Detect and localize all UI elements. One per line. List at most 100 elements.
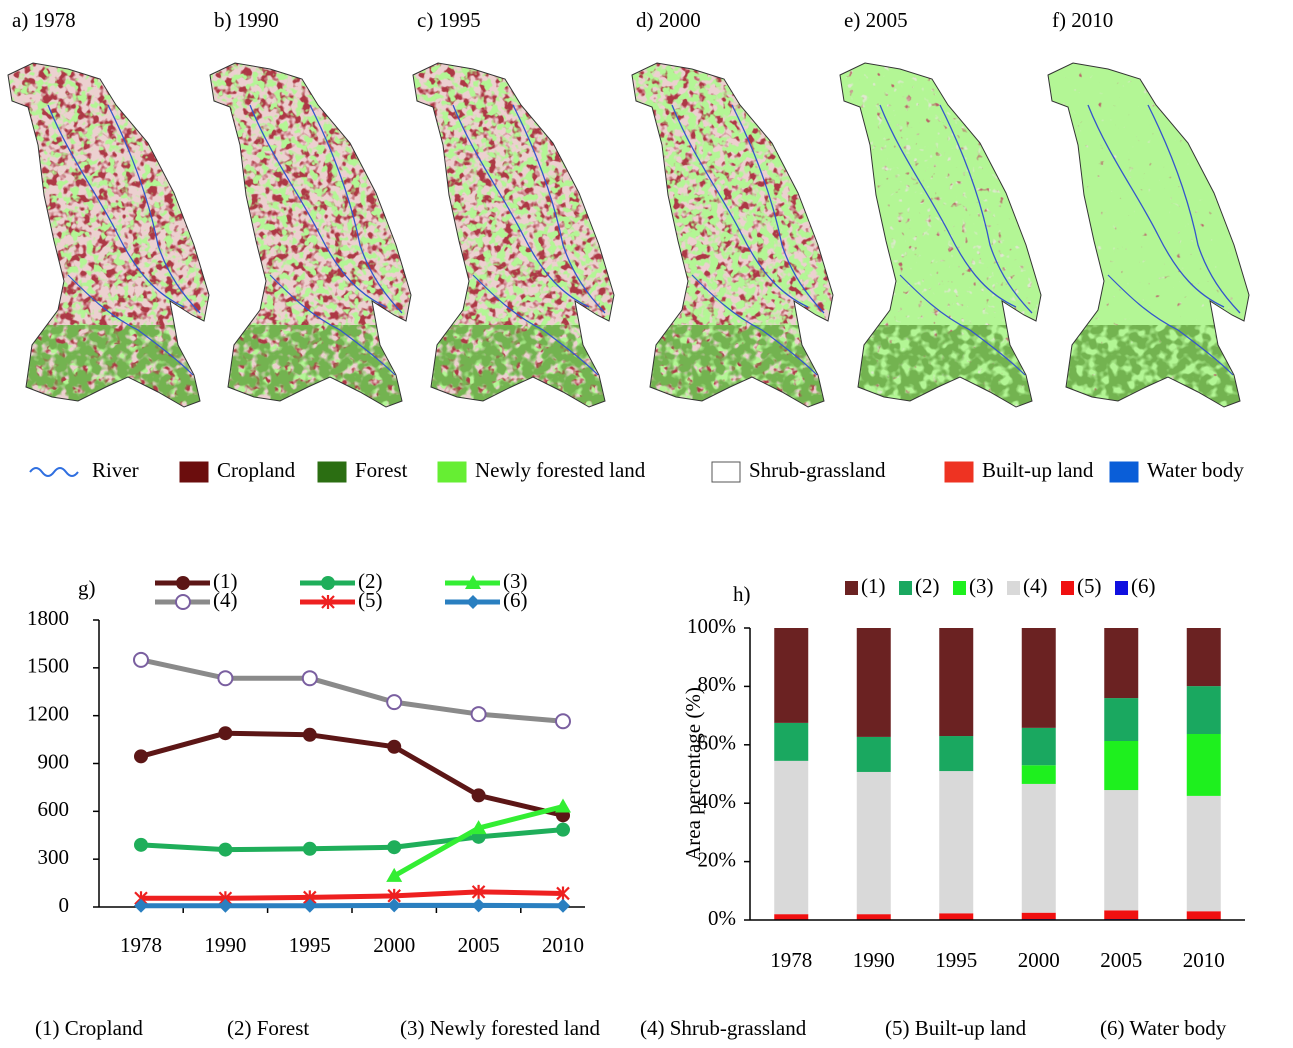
map-panel-label: e) 2005 [844, 8, 908, 32]
map [632, 45, 842, 415]
legend-swatch [318, 462, 346, 482]
legend-label: Forest [355, 458, 408, 482]
point [218, 843, 232, 857]
legend-swatch [945, 462, 973, 482]
forest-texture [210, 325, 420, 415]
y-tick-label: 1500 [27, 654, 69, 678]
legend-label: Water body [1147, 458, 1244, 482]
bar-segment [1022, 728, 1056, 765]
x-tick-label: 2000 [373, 933, 415, 957]
legend-label: (4) [1023, 574, 1048, 598]
map [1048, 45, 1258, 415]
y-tick-label: 20% [698, 847, 737, 871]
chart-title: g) [78, 576, 96, 600]
bar-segment [1187, 911, 1221, 919]
legend-label: (5) [1077, 574, 1102, 598]
x-tick-label: 2000 [1018, 948, 1060, 972]
bar-segment [857, 628, 891, 737]
y-axis-label: Area percentage (%) [681, 687, 705, 861]
legend-swatch [1115, 581, 1128, 595]
legend-label: (2) [915, 574, 940, 598]
x-tick-label: 2005 [1100, 948, 1142, 972]
legend-swatch [845, 581, 858, 595]
bar-segment [939, 628, 973, 736]
point [134, 838, 148, 852]
point [472, 707, 486, 721]
point [134, 899, 148, 913]
point [472, 788, 486, 802]
bar-segment [1104, 790, 1138, 910]
legend-swatch [712, 462, 740, 482]
x-tick-label: 2005 [458, 933, 500, 957]
footnote-label: (3) Newly forested land [400, 1016, 601, 1040]
bar-segment [939, 736, 973, 771]
bar-segment [1187, 628, 1221, 686]
bar-segment [1187, 686, 1221, 734]
forest-zone [413, 325, 623, 415]
legend-river [30, 468, 78, 476]
legend-label: (5) [358, 588, 383, 612]
x-tick-label: 1995 [935, 948, 977, 972]
map-panel-label: d) 2000 [636, 8, 701, 32]
point [387, 840, 401, 854]
series-line [141, 892, 563, 898]
y-tick-label: 40% [698, 789, 737, 813]
y-tick-label: 900 [38, 749, 70, 773]
forest-texture [8, 325, 218, 415]
point [321, 576, 335, 590]
point [176, 595, 190, 609]
forest-texture [632, 325, 842, 415]
point [472, 898, 486, 912]
bar-segment [1104, 698, 1138, 741]
legend-label: Shrub-grassland [749, 458, 886, 482]
forest-texture [1048, 325, 1258, 415]
map-panel-label: a) 1978 [12, 8, 76, 32]
footnote-label: (4) Shrub-grassland [640, 1016, 807, 1040]
point [218, 671, 232, 685]
bar-segment [939, 771, 973, 913]
point [556, 823, 570, 837]
forest-texture [413, 325, 623, 415]
x-tick-label: 2010 [542, 933, 584, 957]
y-tick-label: 300 [38, 845, 70, 869]
point [218, 726, 232, 740]
point [556, 899, 570, 913]
point [387, 740, 401, 754]
figure: a) 1978b) 1990c) 1995d) 2000e) 2005f) 20… [0, 0, 1293, 1048]
y-tick-label: 0 [59, 893, 70, 917]
x-tick-label: 1978 [120, 933, 162, 957]
point [303, 728, 317, 742]
series-line [141, 660, 563, 721]
bar-segment [1104, 628, 1138, 698]
legend-label: Cropland [217, 458, 296, 482]
footnote-label: (1) Cropland [35, 1016, 143, 1040]
footnote-label: (6) Water body [1100, 1016, 1227, 1040]
point [387, 695, 401, 709]
chart-title: h) [733, 582, 751, 606]
bar-segment [1022, 784, 1056, 913]
map-panel-label: b) 1990 [214, 8, 279, 32]
forest-zone [632, 325, 842, 415]
y-tick-label: 1800 [27, 606, 69, 630]
y-tick-label: 1200 [27, 701, 69, 725]
bar-segment [857, 914, 891, 919]
y-tick-label: 0% [708, 906, 736, 930]
map [210, 45, 420, 415]
legend-swatch [1007, 581, 1020, 595]
point [218, 899, 232, 913]
legend-label: (6) [1131, 574, 1156, 598]
bar-segment [1187, 796, 1221, 911]
footnote-label: (5) Built-up land [885, 1016, 1027, 1040]
x-tick-label: 1995 [289, 933, 331, 957]
forest-texture [840, 325, 1050, 415]
bar-segment [1187, 734, 1221, 796]
bar-segment [857, 772, 891, 914]
y-tick-label: 100% [687, 614, 736, 638]
map [840, 45, 1050, 415]
series-line [141, 733, 563, 815]
point [466, 595, 480, 609]
bar-segment [774, 628, 808, 723]
bar-segment [1022, 913, 1056, 919]
x-tick-label: 1990 [204, 933, 246, 957]
point [556, 714, 570, 728]
